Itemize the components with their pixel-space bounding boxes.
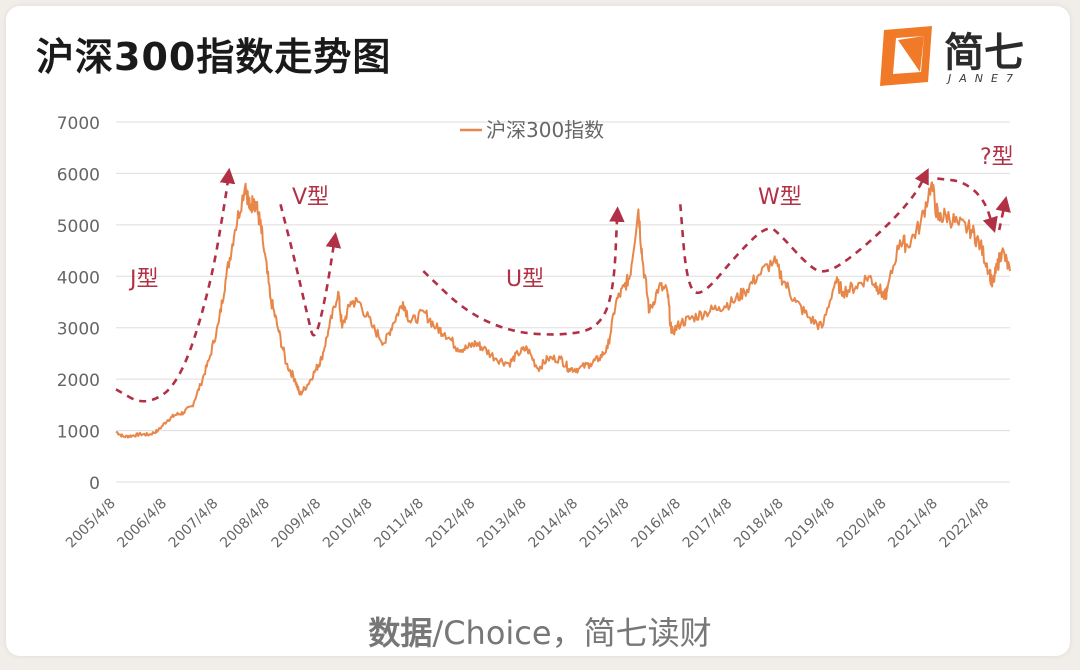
trend-arrow: [679, 168, 929, 295]
y-tick-label: 6000: [57, 165, 100, 185]
trend-arrow: [115, 167, 236, 403]
line-chart: 010002000300040005000600070002005/4/8200…: [57, 114, 1014, 552]
logo-name: 简七: [944, 30, 1024, 76]
x-tick-label: 2008/4/8: [217, 496, 273, 552]
y-tick-label: 2000: [57, 371, 100, 391]
x-tick-label: 2006/4/8: [114, 496, 170, 552]
y-tick-label: 7000: [57, 114, 100, 134]
logo-mark-icon: [880, 26, 932, 86]
x-tick-label: 2016/4/8: [628, 496, 684, 552]
chart-card: 沪深300指数走势图 简七 JANE7 0 1000 2000 3000 4000 500…: [6, 6, 1070, 656]
x-tick-label: 2010/4/8: [320, 496, 376, 552]
x-tick-label: 2007/4/8: [166, 496, 222, 552]
series-line: [115, 181, 1011, 439]
x-tick-label: 2022/4/8: [937, 496, 993, 552]
x-tick-label: 2020/4/8: [834, 496, 890, 552]
x-tick-label: 2018/4/8: [731, 496, 787, 552]
source-note: 数据/Choice，简七读财: [6, 608, 1070, 654]
x-tick-label: 2021/4/8: [885, 496, 941, 552]
x-tick-label: 2013/4/8: [474, 496, 530, 552]
trend-arrow: [937, 177, 998, 233]
y-tick-label: 5000: [57, 217, 100, 237]
pattern-label: V型: [292, 185, 329, 210]
pattern-label: ?型: [980, 145, 1014, 170]
x-tick-label: 2012/4/8: [423, 496, 479, 552]
x-tick-label: 2015/4/8: [577, 496, 633, 552]
trend-arrow: [279, 203, 342, 337]
x-tick-label: 2011/4/8: [371, 496, 427, 552]
y-tick-label: 0: [89, 474, 100, 494]
x-tick-label: 2017/4/8: [680, 496, 736, 552]
logo-subtitle: JANE7: [948, 72, 1021, 85]
x-tick-label: 2019/4/8: [782, 496, 838, 552]
trend-arrow: [995, 196, 1011, 231]
x-tick-label: 2009/4/8: [269, 496, 325, 552]
x-tick-label: 2014/4/8: [526, 496, 582, 552]
source-label: 数据: [368, 614, 433, 652]
page-title: 沪深300指数走势图: [36, 35, 392, 79]
x-tick-label: 2005/4/8: [63, 496, 119, 552]
y-tick-label: 3000: [57, 320, 100, 340]
trend-arrow: [422, 206, 625, 336]
pattern-label: U型: [506, 267, 544, 292]
legend-label: 沪深300指数: [486, 118, 604, 142]
y-tick-label: 4000: [57, 268, 100, 288]
brand-logo: 简七 JANE7: [874, 16, 1054, 91]
pattern-label: W型: [758, 185, 802, 210]
y-tick-label: 1000: [57, 423, 100, 443]
source-text: /Choice，简七读财: [432, 614, 712, 652]
pattern-label: J型: [128, 267, 159, 292]
